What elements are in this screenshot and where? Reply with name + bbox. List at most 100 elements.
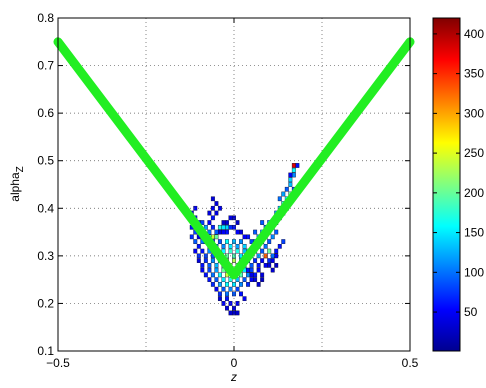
colorbar-tick-label: 350: [464, 67, 484, 81]
colorbar-tick-label: 100: [464, 265, 484, 279]
density-cell: [203, 272, 208, 278]
density-cell: [232, 239, 236, 244]
density-cell: [210, 196, 215, 202]
colorbar-tick-label: 150: [464, 226, 484, 240]
y-tick-label: 0.8: [37, 11, 54, 25]
overlay-curve: [53, 37, 415, 280]
density-cell: [221, 248, 226, 254]
density-cell: [246, 267, 251, 273]
density-cell: [253, 277, 258, 282]
x-tick-label: −0.5: [46, 356, 70, 370]
density-cell: [214, 277, 219, 282]
colorbar-tick-label: 50: [464, 305, 478, 319]
density-cell: [214, 234, 219, 240]
density-cell: [189, 234, 194, 240]
x-tick-label: 0.5: [402, 356, 419, 370]
density-cell: [228, 215, 233, 221]
density-cell: [281, 239, 286, 244]
density-cell: [217, 296, 222, 302]
grid-lines: [58, 17, 410, 352]
colorbar-tick-label: 400: [464, 27, 484, 41]
density-cell: [246, 272, 251, 278]
density-cell: [217, 224, 222, 230]
density-cell: [274, 253, 279, 259]
x-tick-label: 0: [231, 356, 238, 370]
density-cell: [242, 234, 247, 240]
density-cell: [242, 243, 247, 249]
density-cell: [210, 272, 215, 278]
density-cell: [214, 263, 219, 268]
density-cell: [193, 248, 198, 254]
density-cell: [228, 310, 233, 316]
density-cell: [193, 205, 198, 211]
density-cell: [291, 167, 296, 173]
density-cell: [228, 243, 233, 249]
density-cell: [228, 224, 233, 230]
density-cell: [207, 267, 212, 273]
density-cell: [288, 182, 293, 187]
density-cell: [221, 220, 226, 225]
y-tick-label: 0.1: [37, 344, 54, 358]
colorbar-tick-label: 200: [464, 186, 484, 200]
density-cell: [270, 258, 275, 263]
density-cell: [235, 243, 240, 249]
density-cell: [221, 277, 226, 282]
density-cell: [249, 267, 254, 273]
density-cell: [214, 267, 219, 273]
density-cell: [217, 291, 222, 297]
colorbar: [432, 17, 461, 352]
density-cell: [260, 277, 265, 282]
density-cell: [224, 220, 229, 225]
density-cell: [277, 243, 282, 249]
density-cell: [210, 258, 215, 263]
density-cell: [224, 224, 229, 230]
density-cell: [256, 282, 261, 287]
density-cell: [210, 215, 215, 221]
x-axis-ticks: −0.5 0 0.5: [46, 18, 419, 370]
density-cell: [235, 248, 240, 254]
density-cell: [270, 234, 275, 240]
density-cell: [200, 263, 205, 268]
density-cell: [291, 163, 296, 168]
density-cell: [228, 248, 233, 254]
density-cell: [200, 267, 205, 273]
overlay-curve-line: [53, 37, 415, 280]
density-cell: [214, 201, 219, 206]
density-cell: [274, 263, 279, 268]
density-cell: [267, 258, 272, 263]
density-cell: [221, 229, 226, 235]
y-tick-label: 0.4: [37, 201, 54, 215]
density-cell: [267, 239, 272, 244]
density-cell: [253, 258, 258, 263]
density-cell: [260, 248, 265, 254]
density-cell: [235, 286, 240, 292]
density-cell: [239, 282, 243, 287]
density-cell: [288, 172, 293, 178]
density-cell: [242, 248, 247, 254]
density-cell: [277, 196, 282, 202]
density-cell: [200, 220, 205, 225]
colorbar-ticks: 50 100 150 200 250 300 350 400: [433, 27, 484, 319]
density-cell: [207, 263, 212, 268]
density-cell: [214, 229, 219, 235]
density-cell: [207, 229, 212, 235]
density-cell: [217, 272, 222, 278]
density-cell: [263, 243, 268, 249]
density-cell: [260, 220, 265, 225]
density-cell: [210, 282, 215, 287]
density-cell: [249, 272, 254, 278]
density-cell: [207, 220, 212, 225]
density-cell: [207, 277, 212, 282]
density-cell: [267, 263, 272, 268]
density-cell: [270, 253, 275, 259]
density-cell: [267, 248, 272, 254]
density-cell: [270, 267, 275, 273]
y-tick-label: 0.2: [37, 296, 54, 310]
density-cell: [239, 291, 243, 297]
y-axis-label-subscript: Z: [15, 166, 26, 172]
density-cell: [210, 224, 215, 230]
density-cell: [217, 282, 222, 287]
density-cell: [253, 272, 258, 278]
